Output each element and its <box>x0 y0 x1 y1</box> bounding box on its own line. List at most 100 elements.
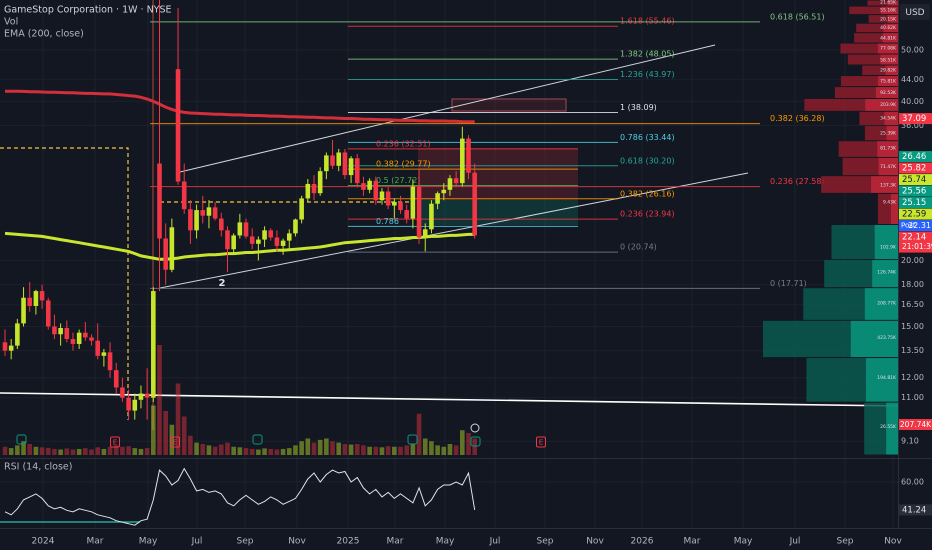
x-tick-label: Sep <box>537 537 554 547</box>
volume-profile-label: 194.81K <box>877 375 897 381</box>
indicator-label: RSI (14, close) <box>4 462 72 473</box>
y-tick-label: 18.00 <box>901 280 924 289</box>
candle-body <box>305 183 311 199</box>
volume-profile-core <box>882 33 898 43</box>
volume-bar <box>243 448 249 455</box>
candle-body <box>249 236 255 244</box>
volume-bar <box>39 447 45 455</box>
candle-body <box>460 138 465 184</box>
x-tick-label: Jul <box>489 537 501 547</box>
x-tick-label: Nov <box>288 537 306 547</box>
volume-bar <box>472 438 477 455</box>
fib-label: 0.382 (36.28) <box>770 114 825 123</box>
volume-bar <box>200 444 206 455</box>
candle-body <box>330 155 335 166</box>
channel-upper <box>179 44 716 173</box>
price-box-label: 22.31 <box>908 221 931 230</box>
fib-label: 0.236 (27.58) <box>770 177 825 186</box>
volume-bar <box>58 449 63 455</box>
candle-body <box>404 210 409 219</box>
volume-bar <box>441 446 447 455</box>
volume-bar <box>286 448 292 455</box>
currency-badge[interactable] <box>900 4 930 20</box>
price-box <box>899 185 932 197</box>
volume-bar <box>361 445 366 455</box>
volume-profile-core <box>865 98 898 111</box>
candle-body <box>293 219 298 234</box>
fib-label: 0.618 (30.20) <box>620 156 675 165</box>
volume-bar <box>169 424 175 455</box>
volume-bar <box>138 448 144 455</box>
volume-profile-label: 81.73K <box>880 146 897 152</box>
fib-label: 0.382 (26.16) <box>620 189 675 198</box>
volume-profile-core <box>864 288 898 320</box>
volume-bar <box>21 441 26 455</box>
rsi-tick-label: 60.00 <box>901 477 924 486</box>
volume-bar <box>101 448 107 455</box>
volume-profile-row <box>804 98 898 111</box>
candle-body <box>299 198 304 220</box>
dividend-icon <box>407 434 418 445</box>
x-tick-label: May <box>436 537 455 547</box>
y-tick-label: 15.00 <box>901 322 924 331</box>
price-box-label: 25.56 <box>902 187 926 197</box>
candle-body <box>107 352 113 371</box>
candle-body <box>336 152 342 166</box>
volume-profile-core <box>875 87 898 98</box>
candle-body <box>194 210 199 231</box>
candle-body <box>181 181 187 210</box>
volume-profile-label: 58.51K <box>880 57 897 63</box>
volume-profile-label: 40.62K <box>880 25 897 31</box>
volume-bar <box>45 447 51 455</box>
rsi-value-label: 41.24 <box>902 505 926 515</box>
candle-body <box>200 210 206 216</box>
volume-bar <box>311 442 317 455</box>
candle-body <box>268 230 274 238</box>
main-pane: 1.618 (55.46) 1.382 (48.05) 1.236 (43.97) 1… <box>0 0 898 455</box>
price-box <box>899 197 932 209</box>
currency-label[interactable]: USD <box>905 8 924 18</box>
volume-bar <box>113 445 119 455</box>
volume-profile-label: 71.47K <box>880 164 897 170</box>
volume-bar <box>324 438 329 455</box>
volume-profile-core <box>886 402 898 455</box>
volume-box <box>899 419 932 430</box>
volume-profile-label: 92.53K <box>880 90 897 96</box>
volume-profile-core <box>877 141 898 157</box>
volume-bar <box>262 448 267 455</box>
candle-body <box>138 393 144 400</box>
volume-profile-core <box>883 23 898 33</box>
position-target-zone <box>418 200 578 225</box>
candle-body <box>435 193 440 204</box>
x-tick-label: Mar <box>684 537 701 547</box>
y-tick-label: 40.00 <box>901 97 924 106</box>
volume-bar <box>348 444 354 455</box>
fib-label: 0 (20.74) <box>620 243 657 252</box>
volume-bar <box>95 447 100 455</box>
channel-lower <box>159 172 749 289</box>
price-box <box>899 162 932 174</box>
price-box-label: 25.82 <box>902 164 926 174</box>
candle-body <box>151 291 156 398</box>
volume-bar <box>354 444 360 455</box>
candle-body <box>70 339 76 344</box>
candle-body <box>132 399 138 411</box>
indicator-label: EMA (200, close) <box>4 29 84 40</box>
trend-line <box>0 392 898 407</box>
volume-profile-row <box>847 54 898 65</box>
fib-label: 0.382 (29.77) <box>376 160 431 169</box>
volume-bar <box>151 405 156 455</box>
price-box-label: 37.09 <box>902 114 926 124</box>
candle-body <box>120 387 125 398</box>
candle-body <box>76 332 82 344</box>
volume-bar <box>249 448 255 455</box>
earnings-label: E <box>539 439 543 447</box>
volume-profile-label: 25.39K <box>880 131 897 137</box>
red-moving-average <box>5 89 475 124</box>
x-tick-label: Mar <box>87 537 104 547</box>
fib-label: 0.236 (23.94) <box>620 210 675 219</box>
volume-bar <box>52 448 57 455</box>
candle-body <box>64 328 70 340</box>
volume-bar <box>181 416 187 455</box>
